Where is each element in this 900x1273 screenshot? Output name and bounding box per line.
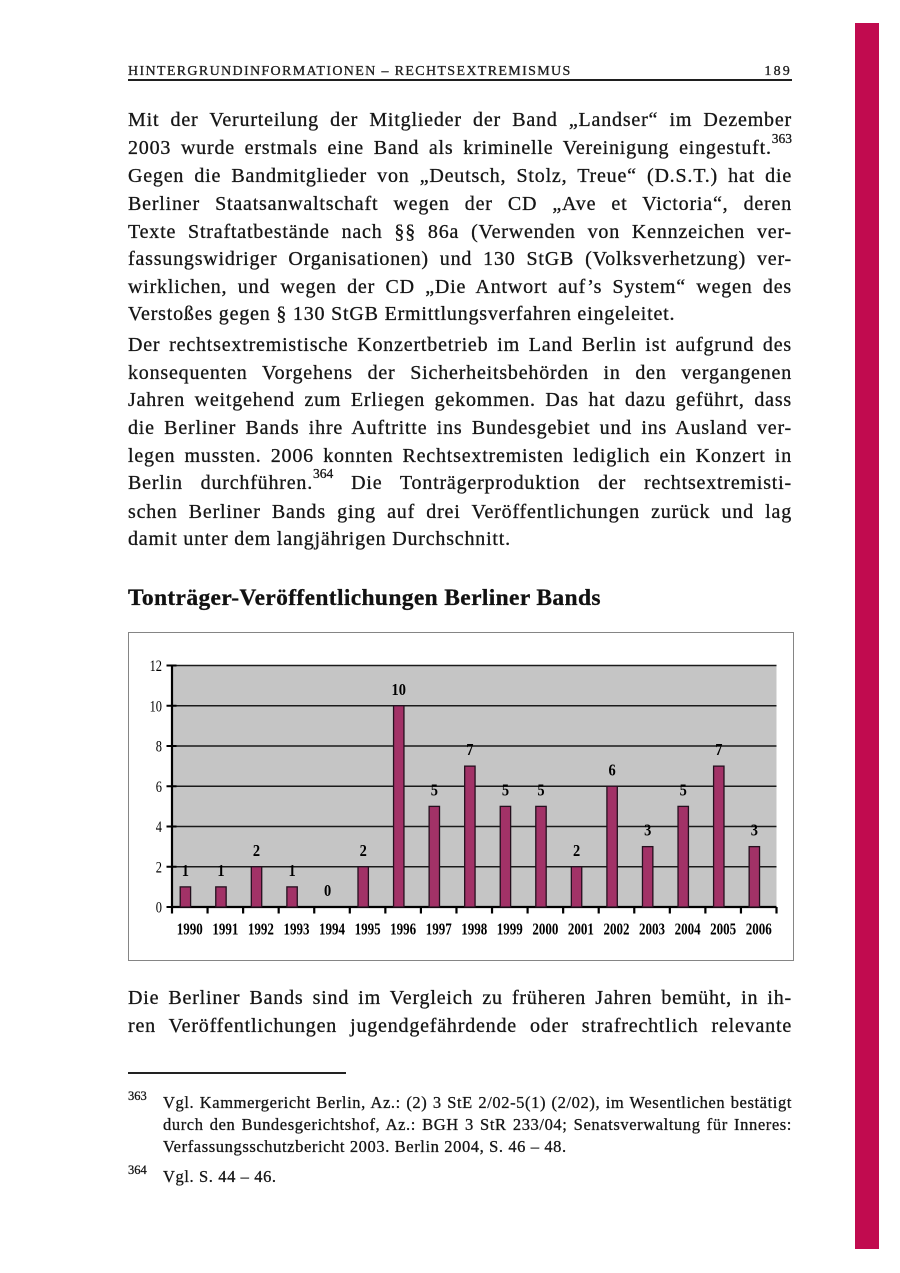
svg-text:2002: 2002 (603, 920, 629, 939)
svg-text:1999: 1999 (497, 920, 523, 939)
svg-text:2001: 2001 (568, 920, 594, 939)
svg-text:2005: 2005 (710, 920, 736, 939)
svg-text:2000: 2000 (532, 920, 558, 939)
svg-text:5: 5 (680, 780, 687, 799)
svg-text:0: 0 (324, 881, 331, 900)
svg-text:2: 2 (360, 841, 367, 860)
svg-text:1993: 1993 (283, 920, 309, 939)
svg-text:6: 6 (156, 779, 162, 796)
svg-text:1: 1 (288, 861, 295, 880)
svg-text:1: 1 (182, 861, 189, 880)
svg-text:3: 3 (751, 821, 758, 840)
svg-text:1: 1 (217, 861, 224, 880)
svg-text:5: 5 (537, 780, 544, 799)
svg-text:10: 10 (392, 680, 406, 699)
svg-text:4: 4 (156, 819, 162, 836)
svg-text:2006: 2006 (746, 920, 772, 939)
svg-text:3: 3 (644, 821, 651, 840)
svg-text:5: 5 (431, 780, 438, 799)
svg-text:2: 2 (573, 841, 580, 860)
svg-text:1995: 1995 (355, 920, 381, 939)
svg-text:0: 0 (156, 900, 162, 917)
svg-text:5: 5 (502, 780, 509, 799)
svg-text:2: 2 (156, 859, 162, 876)
svg-text:7: 7 (715, 740, 723, 759)
svg-text:7: 7 (466, 740, 474, 759)
svg-text:10: 10 (150, 698, 162, 715)
svg-text:2: 2 (253, 841, 260, 860)
svg-text:8: 8 (156, 739, 162, 756)
svg-text:1998: 1998 (461, 920, 487, 939)
svg-text:2003: 2003 (639, 920, 665, 939)
svg-text:2004: 2004 (675, 920, 701, 939)
svg-text:12: 12 (150, 658, 162, 675)
svg-text:1996: 1996 (390, 920, 416, 939)
svg-text:1997: 1997 (426, 920, 452, 939)
svg-text:6: 6 (609, 760, 616, 779)
svg-text:1990: 1990 (177, 920, 203, 939)
svg-text:1994: 1994 (319, 920, 345, 939)
svg-text:1992: 1992 (248, 920, 274, 939)
svg-text:1991: 1991 (212, 920, 238, 939)
